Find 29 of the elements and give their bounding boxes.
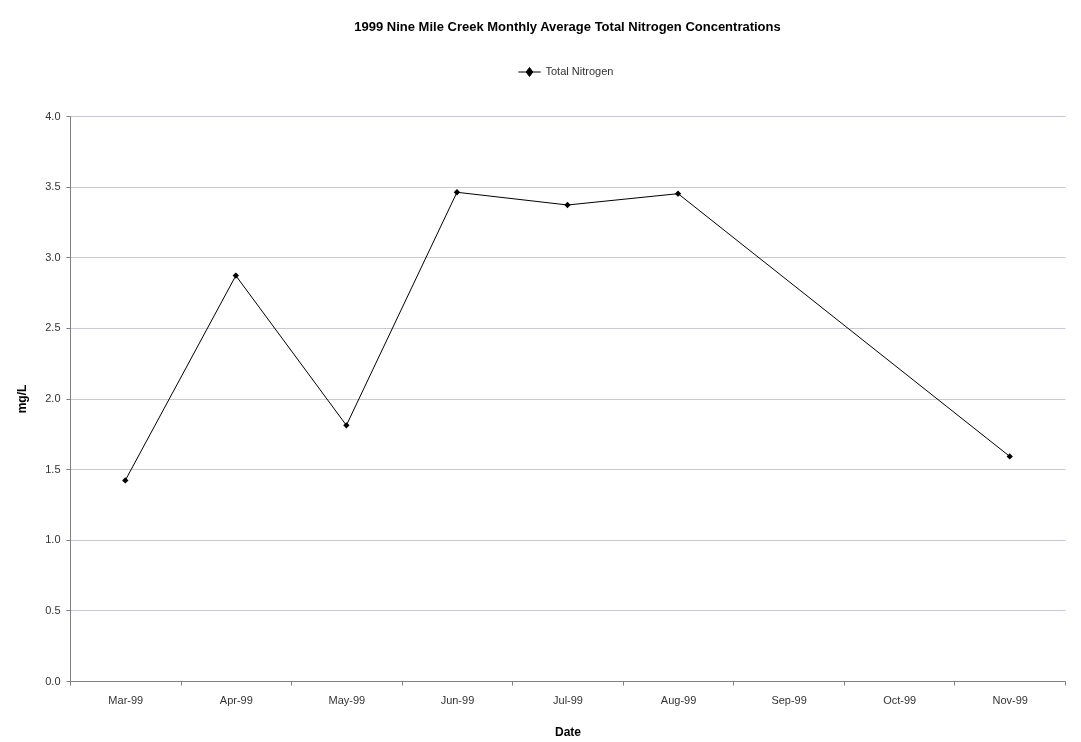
point xyxy=(343,422,350,429)
point xyxy=(453,189,461,196)
y-tick-label: 2.5 xyxy=(45,321,61,334)
y-tick-label: 1.0 xyxy=(45,533,61,546)
point xyxy=(122,477,129,484)
y-tick-label: 1.5 xyxy=(45,462,61,475)
x-tick-label: Apr-99 xyxy=(219,693,253,706)
y-tick-label: 2.0 xyxy=(45,392,61,404)
y-axis-title: mg/L xyxy=(15,384,30,414)
point xyxy=(232,272,239,279)
x-tick-label: Nov-99 xyxy=(992,693,1028,706)
legend-label: Total Nitrogen xyxy=(545,65,614,77)
y-tick-label: 0.5 xyxy=(45,603,61,616)
x-tick-label: Mar-99 xyxy=(108,693,144,706)
point xyxy=(564,201,571,209)
x-axis-title: Date xyxy=(554,724,582,739)
x-tick-label: Jun-99 xyxy=(440,693,475,706)
chart-title: 1999 Nine Mile Creek Monthly Average Total Nitrogen Concentrations xyxy=(354,19,781,34)
x-tick-label: Sep-99 xyxy=(771,693,807,706)
x-tick-label: Oct-99 xyxy=(883,693,917,706)
y-tick-label: 4.0 xyxy=(45,109,61,122)
y-tick-label: 3.5 xyxy=(45,180,61,193)
point xyxy=(674,190,682,197)
x-tick-label: May-99 xyxy=(328,693,366,706)
y-tick-label: 0.0 xyxy=(45,674,61,687)
x-tick-label: Jul-99 xyxy=(553,693,583,706)
y-tick-label: 3.0 xyxy=(45,250,61,263)
point xyxy=(1006,453,1013,460)
x-tick-label: Aug-99 xyxy=(660,693,697,706)
